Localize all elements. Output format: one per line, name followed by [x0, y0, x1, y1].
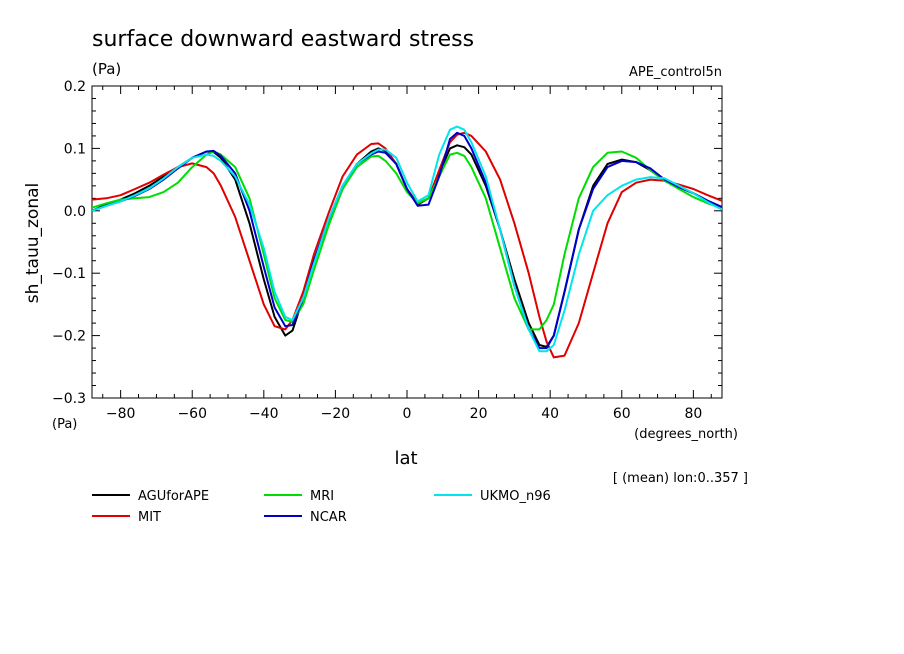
legend-label-ncar: NCAR	[310, 510, 347, 525]
x-tick-label: −60	[177, 406, 207, 422]
x-tick-label: −80	[106, 406, 136, 422]
series-line-ukmo-n96	[92, 125, 722, 353]
legend-label-mit: MIT	[138, 510, 161, 525]
chart-title: surface downward eastward stress	[92, 27, 474, 52]
y-tick-label: 0.2	[64, 79, 86, 95]
y-tick-label: 0.0	[64, 204, 86, 220]
y-tick-label: 0.1	[64, 141, 86, 157]
x-tick-label: −20	[321, 406, 351, 422]
series-line-mit	[92, 131, 722, 359]
legend-label-ukmo-n96: UKMO_n96	[480, 489, 551, 504]
series-line-ncar	[92, 131, 722, 350]
x-tick-label: 0	[403, 406, 412, 422]
y-units-bottom: (Pa)	[52, 417, 77, 432]
plot-frame	[91, 85, 723, 399]
x-tick-label: 60	[613, 406, 631, 422]
mean-note: [ (mean) lon:0..357 ]	[613, 471, 748, 486]
y-tick-label: −0.2	[52, 329, 86, 345]
plot-area: −80 −60 −40 −20 0 20 40 60 80 −0.3 −0.2 −0.1 0.0 0.1 0…	[52, 79, 723, 422]
y-tick-label: −0.1	[52, 266, 86, 282]
y-tick-label: −0.3	[52, 391, 86, 407]
x-units-label: (degrees_north)	[634, 427, 738, 442]
x-tick-label: 80	[684, 406, 702, 422]
legend: AGUforAPE MIT MRI NCAR UKMO_n96	[92, 489, 551, 525]
x-tick-label: −40	[249, 406, 279, 422]
x-tick-label: 20	[470, 406, 488, 422]
x-tick-label: 40	[541, 406, 559, 422]
dataset-label: APE_control5n	[629, 65, 722, 80]
legend-label-mri: MRI	[310, 489, 334, 504]
series-line-mri	[92, 150, 722, 331]
series-line-aguforape	[92, 144, 722, 348]
legend-label-aguforape: AGUforAPE	[138, 489, 209, 504]
x-axis-label: lat	[394, 448, 417, 469]
y-units-top: (Pa)	[92, 60, 121, 78]
y-axis-label: sh_tauu_zonal	[23, 183, 43, 304]
